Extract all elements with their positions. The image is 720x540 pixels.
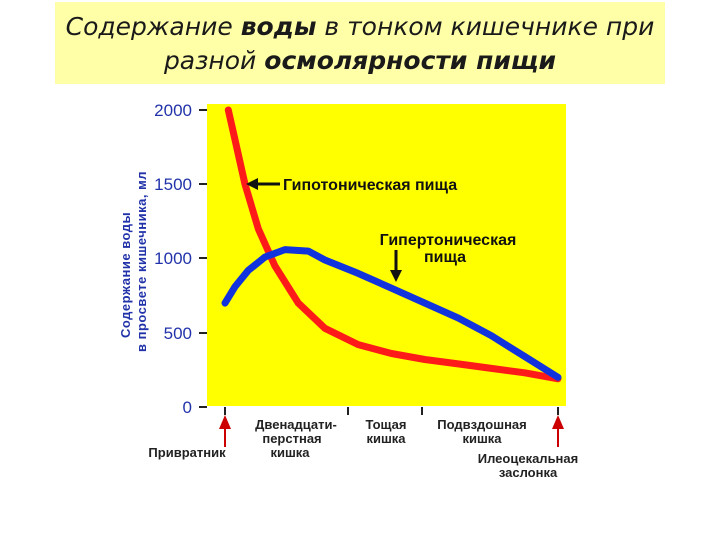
y-tick-label: 0 <box>183 398 192 417</box>
segment-label-duodenum: перстная <box>262 431 321 446</box>
chart-title-line-1: Содержание воды в тонком кишечнике при <box>65 12 655 41</box>
pylorus-marker-arrowhead <box>219 415 231 429</box>
y-axis-label-line-1: Содержание воды <box>118 212 133 338</box>
segment-label-ileum: Подвздошная <box>437 417 527 432</box>
ileocecal-marker-arrowhead <box>552 415 564 429</box>
series-line-hypertonic <box>221 246 562 381</box>
hypotonic-annotation-label: Гипотоническая пища <box>283 177 457 194</box>
hypertonic-annotation-label-line-1: Гипертоническая <box>380 232 517 249</box>
y-tick-label: 1000 <box>154 249 192 268</box>
y-tick-label: 500 <box>164 324 192 343</box>
y-axis-label-line-2: в просвете кишечника, мл <box>134 171 149 352</box>
hypotonic-annotation-arrowhead <box>246 178 258 190</box>
y-tick-label: 2000 <box>154 101 192 120</box>
segment-label-jejunum: кишка <box>366 431 406 446</box>
segment-label-duodenum: кишка <box>270 445 310 460</box>
segment-label-jejunum: Тощая <box>365 417 406 432</box>
segment-label-ileum: кишка <box>462 431 502 446</box>
hypertonic-annotation-label-line-2: пища <box>424 249 466 266</box>
y-tick-label: 1500 <box>154 175 192 194</box>
ileocecal-label: заслонка <box>499 465 558 480</box>
plot-area <box>207 104 566 406</box>
series-line-hypotonic <box>224 106 562 383</box>
title-box: Содержание воды в тонком кишечнике при р… <box>55 2 665 84</box>
pylorus-label: Привратник <box>148 445 226 460</box>
chart-title-line-2: разной осмолярности пищи <box>163 46 557 75</box>
hypertonic-annotation-arrowhead <box>390 270 402 282</box>
segment-label-duodenum: Двенадцати- <box>255 417 337 432</box>
ileocecal-label: Илеоцекальная <box>478 451 578 466</box>
